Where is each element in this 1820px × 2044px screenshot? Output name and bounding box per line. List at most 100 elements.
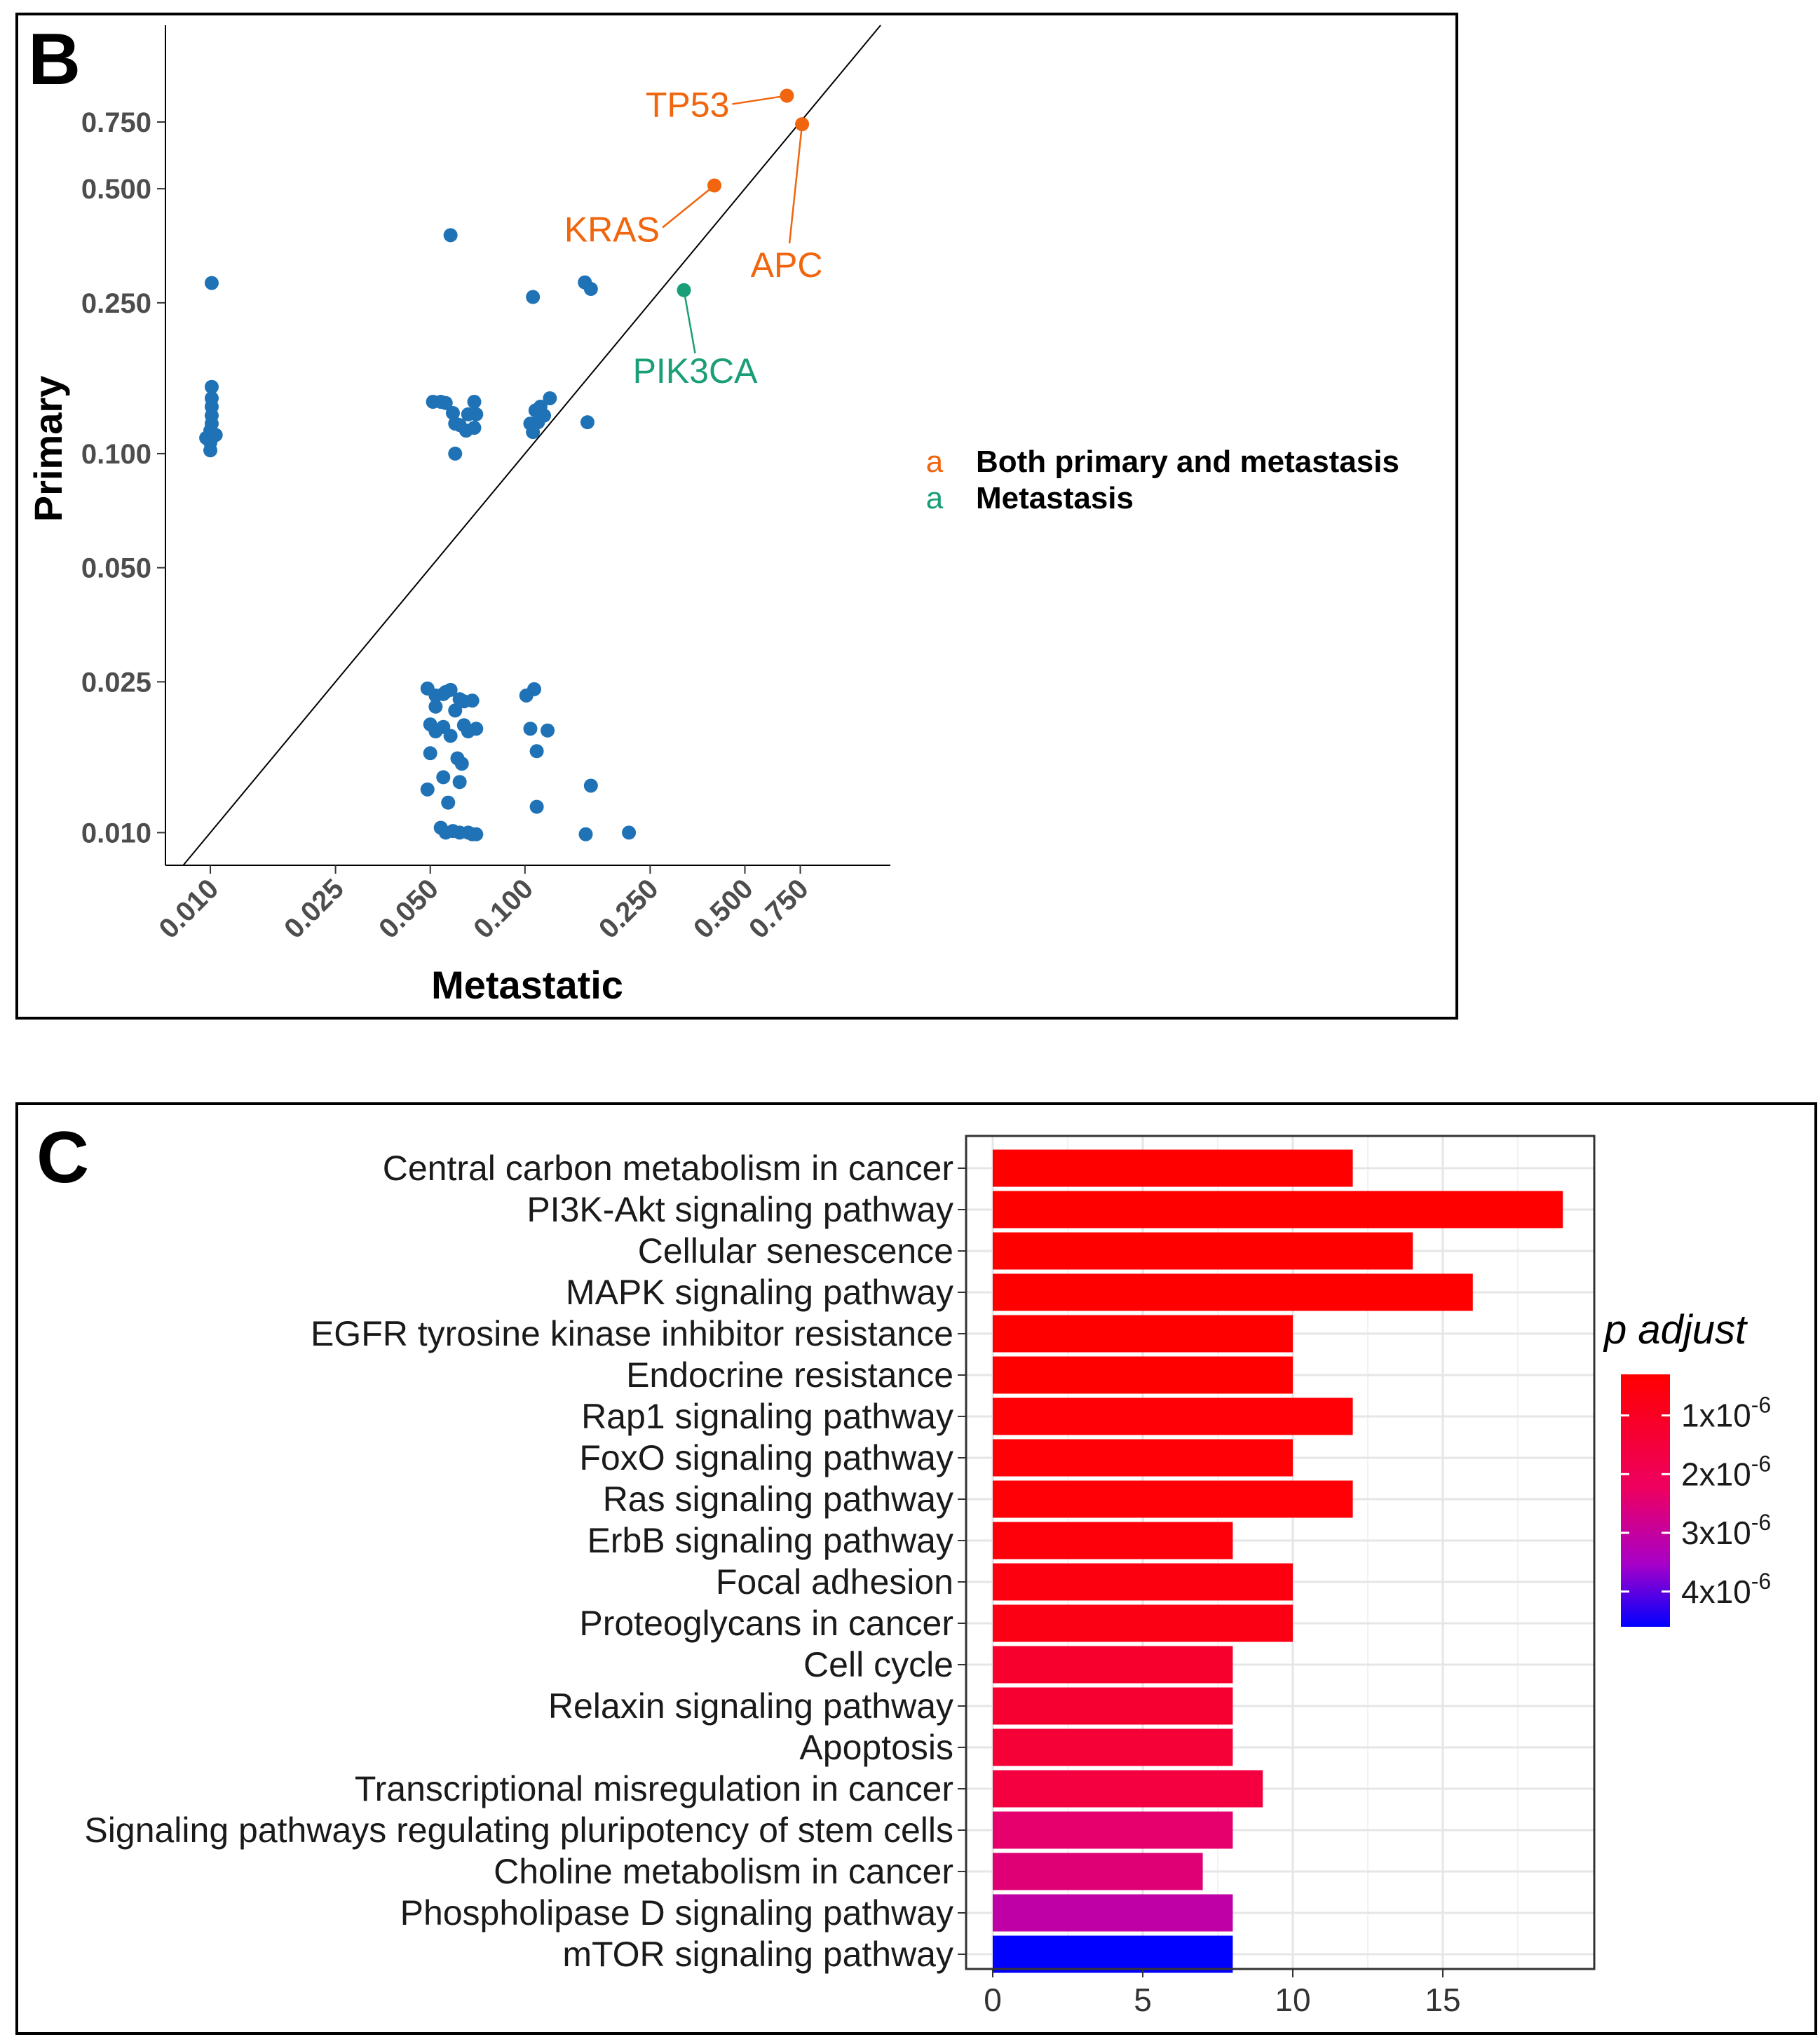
bar	[993, 1770, 1263, 1808]
legend-key-both: a	[926, 445, 944, 479]
y-tick-label: 0.025	[81, 667, 151, 698]
data-point	[529, 799, 544, 814]
data-point	[467, 395, 482, 410]
highlight-point-tp53	[780, 88, 794, 103]
data-point	[583, 778, 598, 793]
bar	[993, 1646, 1233, 1684]
category-label: FoxO signaling pathway	[579, 1438, 953, 1477]
category-label: Focal adhesion	[716, 1562, 953, 1602]
category-label: EGFR tyrosine kinase inhibitor resistanc…	[311, 1314, 953, 1353]
highlight-point-apc	[795, 117, 810, 132]
y-tick-label: 0.750	[81, 107, 151, 138]
data-point	[541, 723, 555, 738]
data-point	[445, 405, 460, 420]
y-tick-label: 0.500	[81, 174, 151, 205]
data-point	[454, 757, 469, 771]
gene-label-apc: APC	[751, 245, 823, 285]
gene-labels: TP53 APC KRAS PIK3CA	[564, 85, 823, 390]
category-label: Signaling pathways regulating pluripoten…	[84, 1811, 953, 1850]
category-label: Central carbon metabolism in cancer	[383, 1149, 953, 1188]
data-point	[526, 290, 541, 304]
highlight-point-pik3ca	[677, 283, 691, 297]
data-point	[469, 827, 484, 841]
bar	[993, 1604, 1293, 1642]
colorbar-title: p adjust	[1603, 1307, 1748, 1353]
bar	[993, 1563, 1293, 1601]
leader-line	[732, 95, 787, 105]
reference-line-group	[182, 25, 881, 866]
scatter-points	[199, 228, 637, 841]
bar	[993, 1811, 1233, 1849]
colorbar-gradient	[1621, 1374, 1670, 1627]
y-tick-label: 0.050	[81, 553, 151, 584]
gene-label-kras: KRAS	[564, 210, 660, 249]
category-label: Cell cycle	[803, 1645, 953, 1684]
data-point	[580, 415, 595, 430]
category-label: Phospholipase D signaling pathway	[400, 1893, 953, 1933]
data-point	[423, 746, 437, 761]
category-label: mTOR signaling pathway	[562, 1935, 953, 1974]
data-point	[420, 782, 435, 797]
data-point	[443, 228, 458, 243]
data-point	[438, 395, 453, 410]
category-label: Cellular senescence	[638, 1231, 953, 1271]
category-label: Rap1 signaling pathway	[581, 1397, 953, 1436]
gene-label-tp53: TP53	[646, 85, 730, 124]
bar-x-ticks: 0 5 10 15	[984, 1969, 1461, 2018]
panel-b: B 0.010 0.025 0.050 0.100 0.250 0.500 0.750 0.…	[15, 13, 1458, 1020]
category-label: Proteoglycans in cancer	[579, 1604, 953, 1643]
data-point	[529, 744, 544, 759]
category-label: MAPK signaling pathway	[566, 1273, 953, 1312]
y-tick-label: 0.100	[81, 439, 151, 470]
bar	[993, 1853, 1203, 1890]
x-axis-title: Metastatic	[431, 963, 623, 1007]
data-point	[204, 379, 219, 394]
category-label: Choline metabolism in cancer	[494, 1852, 953, 1891]
category-label: Endocrine resistance	[626, 1355, 953, 1395]
x-tick-label: 15	[1425, 1982, 1460, 2018]
leader-line	[788, 123, 803, 244]
y-tick-label: 0.250	[81, 288, 151, 319]
panel-b-letter: B	[28, 19, 81, 100]
category-label: Relaxin signaling pathway	[548, 1686, 953, 1726]
y-axis-title: Primary	[26, 376, 70, 522]
bar	[993, 1191, 1563, 1229]
data-point	[459, 424, 473, 438]
bar	[993, 1687, 1233, 1725]
bar	[993, 1480, 1353, 1518]
legend-key-metastasis: a	[926, 481, 944, 515]
x-tick-label: 10	[1275, 1982, 1310, 2018]
y-tick-label: 0.010	[81, 818, 151, 848]
bar	[993, 1439, 1293, 1477]
data-point	[443, 729, 458, 743]
colorbar-label: 2x10-6	[1681, 1451, 1771, 1492]
bar	[993, 1232, 1413, 1270]
data-point	[436, 770, 451, 785]
bar	[993, 1397, 1353, 1435]
panel-b-legend: a Both primary and metastasis a Metastas…	[926, 445, 1399, 515]
data-point	[583, 282, 598, 297]
category-labels: Central carbon metabolism in cancerPI3K-…	[84, 1149, 966, 1974]
data-point	[448, 446, 463, 461]
data-point	[452, 775, 467, 790]
data-point	[436, 686, 451, 701]
bar	[993, 1315, 1293, 1353]
category-label: PI3K-Akt signaling pathway	[527, 1190, 953, 1229]
reference-line	[182, 25, 881, 866]
category-label: ErbB signaling pathway	[587, 1521, 953, 1560]
category-label: Apoptosis	[799, 1728, 953, 1767]
data-point	[527, 682, 541, 696]
x-tick-label: 5	[1134, 1982, 1152, 2018]
legend-label-both: Both primary and metastasis	[976, 445, 1399, 479]
bar	[993, 1935, 1233, 1973]
data-point	[533, 399, 548, 414]
legend-label-metastasis: Metastasis	[976, 481, 1134, 515]
data-point	[428, 699, 443, 714]
colorbar-label: 4x10-6	[1681, 1569, 1771, 1610]
data-point	[203, 443, 218, 458]
leader-line	[662, 184, 715, 229]
panel-c-plot-border	[965, 1135, 1596, 1970]
